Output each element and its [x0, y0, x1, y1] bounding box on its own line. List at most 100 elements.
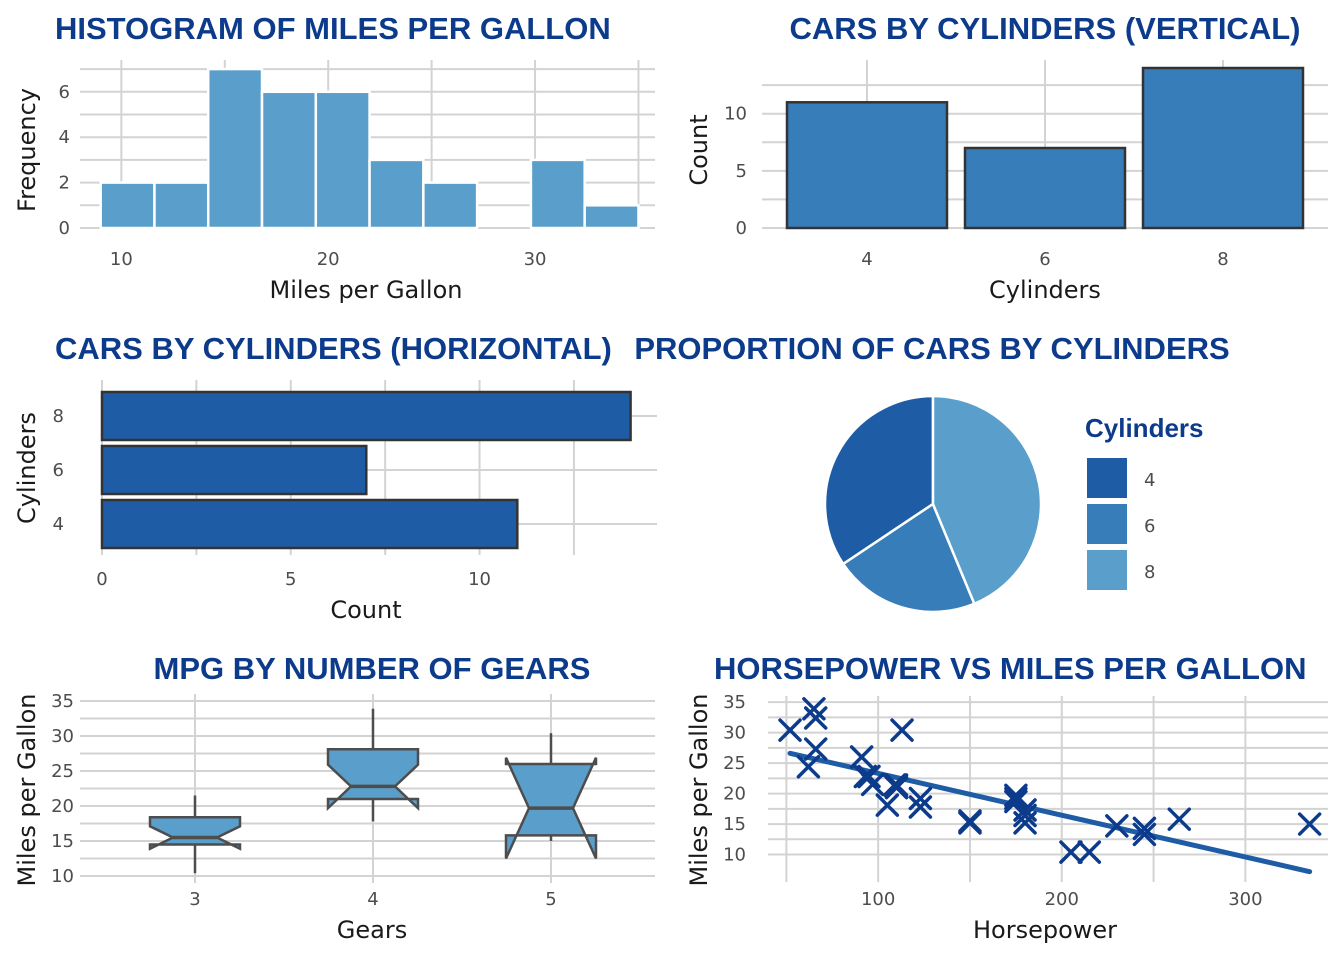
- scatter-point: [1059, 840, 1083, 864]
- histogram-bar: [368, 158, 425, 230]
- y-tick-label: 5: [736, 161, 747, 182]
- legend-label: 6: [1144, 516, 1155, 537]
- boxplot-boxes: [148, 708, 598, 874]
- scatter-point: [908, 795, 933, 819]
- bar: [100, 390, 632, 442]
- x-tick-label: 200: [1045, 889, 1079, 910]
- y-tick-label: 0: [736, 218, 747, 239]
- notched-box: [148, 815, 242, 851]
- vertical-bars-y-axis-label: Count: [685, 114, 713, 185]
- scatter-point: [908, 786, 933, 811]
- pie-legend-title: Cylinders: [1085, 413, 1204, 443]
- boxplot-title: MPG BY NUMBER OF GEARS: [154, 651, 591, 686]
- pie-slice: [841, 502, 976, 614]
- scatter-point: [1004, 786, 1028, 811]
- scatter-point: [1132, 822, 1157, 847]
- pie-legend: 4 6 8: [1087, 458, 1155, 590]
- y-tick-label: 6: [53, 460, 64, 481]
- histogram-bar: [153, 181, 210, 230]
- x-tick-label: 100: [861, 889, 895, 910]
- vertical-bars-x-axis-label: Cylinders: [989, 276, 1101, 304]
- y-tick-label: 30: [723, 723, 746, 744]
- notched-box: [326, 748, 420, 811]
- y-tick-label: 6: [59, 82, 70, 103]
- scatter-x-axis-label: Horsepower: [973, 916, 1117, 944]
- bar: [100, 498, 519, 550]
- y-tick-label: 0: [59, 218, 70, 239]
- y-tick-label: 35: [51, 691, 74, 712]
- scatter-grid: [768, 696, 1328, 882]
- legend-swatch: [1087, 550, 1127, 590]
- y-tick-label: 15: [51, 831, 74, 852]
- trend-line: [787, 750, 1313, 875]
- legend-label: 8: [1144, 562, 1155, 583]
- pie-slices: [823, 394, 1043, 614]
- scatter-point: [860, 772, 885, 797]
- histogram-bar: [422, 181, 479, 230]
- scatter-point: [1132, 816, 1157, 841]
- panel-histogram: HISTOGRAM OF MILES PER GALLON 10 20 30 0 2 4 6…: [13, 11, 655, 304]
- panel-vertical-bars: CARS BY CYLINDERS (VERTICAL) 4 6 8 0 5 10 Cyl…: [685, 11, 1328, 304]
- x-tick-label: 10: [110, 249, 133, 270]
- panel-horizontal-bars: CARS BY CYLINDERS (HORIZONTAL) 0 5 10 4 6 8 C…: [13, 331, 657, 624]
- scatter-point: [1013, 803, 1037, 828]
- x-tick-label: 10: [468, 569, 491, 590]
- scatter-point: [778, 718, 802, 742]
- histogram-bars: [99, 67, 640, 230]
- y-tick-label: 35: [723, 692, 746, 713]
- boxplot-y-axis-label: Miles per Gallon: [13, 694, 41, 887]
- y-tick-label: 25: [51, 761, 74, 782]
- legend-swatch: [1087, 458, 1127, 498]
- horizontal-bars-ticks: 0 5 10 4 6 8: [53, 406, 491, 590]
- x-tick-label: 5: [285, 569, 296, 590]
- x-tick-label: 300: [1228, 889, 1262, 910]
- scatter-point: [958, 811, 982, 835]
- y-tick-label: 25: [723, 753, 746, 774]
- y-tick-label: 20: [723, 784, 746, 805]
- legend-swatch: [1087, 504, 1127, 544]
- x-tick-label: 5: [545, 889, 556, 910]
- histogram-x-axis-label: Miles per Gallon: [270, 276, 463, 304]
- y-tick-label: 10: [724, 104, 747, 125]
- x-tick-label: 8: [1217, 249, 1228, 270]
- bar: [785, 101, 949, 230]
- histogram-y-axis-label: Frequency: [13, 88, 41, 212]
- horizontal-bars-bars: [100, 390, 632, 550]
- scatter-y-axis-label: Miles per Gallon: [685, 694, 713, 887]
- histogram-title: HISTOGRAM OF MILES PER GALLON: [55, 11, 611, 46]
- pie-title: PROPORTION OF CARS BY CYLINDERS: [634, 331, 1229, 366]
- horizontal-bars-x-axis-label: Count: [330, 596, 401, 624]
- y-tick-label: 10: [51, 866, 74, 887]
- panel-scatter: HORSEPOWER VS MILES PER GALLON 100 200 300…: [685, 651, 1328, 944]
- x-tick-label: 0: [96, 569, 107, 590]
- histogram-bar: [206, 67, 264, 230]
- y-tick-label: 15: [723, 814, 746, 835]
- x-tick-label: 20: [317, 249, 340, 270]
- scatter-point: [875, 793, 900, 817]
- x-tick-label: 4: [367, 889, 378, 910]
- y-tick-label: 4: [59, 127, 70, 148]
- x-tick-label: 6: [1039, 249, 1050, 270]
- histogram-bar: [260, 90, 318, 230]
- vertical-bars-title: CARS BY CYLINDERS (VERTICAL): [790, 11, 1301, 46]
- y-tick-label: 2: [59, 173, 70, 194]
- scatter-title: HORSEPOWER VS MILES PER GALLON: [714, 651, 1307, 686]
- histogram-bar: [529, 158, 586, 230]
- horizontal-bars-y-axis-label: Cylinders: [13, 412, 41, 524]
- scatter-point: [802, 697, 826, 721]
- legend-label: 4: [1144, 470, 1155, 491]
- scatter-point: [1077, 840, 1102, 864]
- x-tick-label: 30: [524, 249, 547, 270]
- y-tick-label: 30: [51, 726, 74, 747]
- bar: [963, 146, 1127, 230]
- bar: [1141, 66, 1305, 230]
- scatter-point: [1297, 812, 1322, 836]
- histogram-bar: [99, 181, 156, 230]
- y-tick-label: 4: [53, 514, 64, 535]
- scatter-point: [1004, 783, 1028, 808]
- histogram-ticks: 10 20 30 0 2 4 6: [59, 82, 547, 270]
- histogram-bar: [314, 90, 371, 230]
- scatter-point: [1105, 814, 1129, 838]
- scatter-point: [796, 754, 821, 779]
